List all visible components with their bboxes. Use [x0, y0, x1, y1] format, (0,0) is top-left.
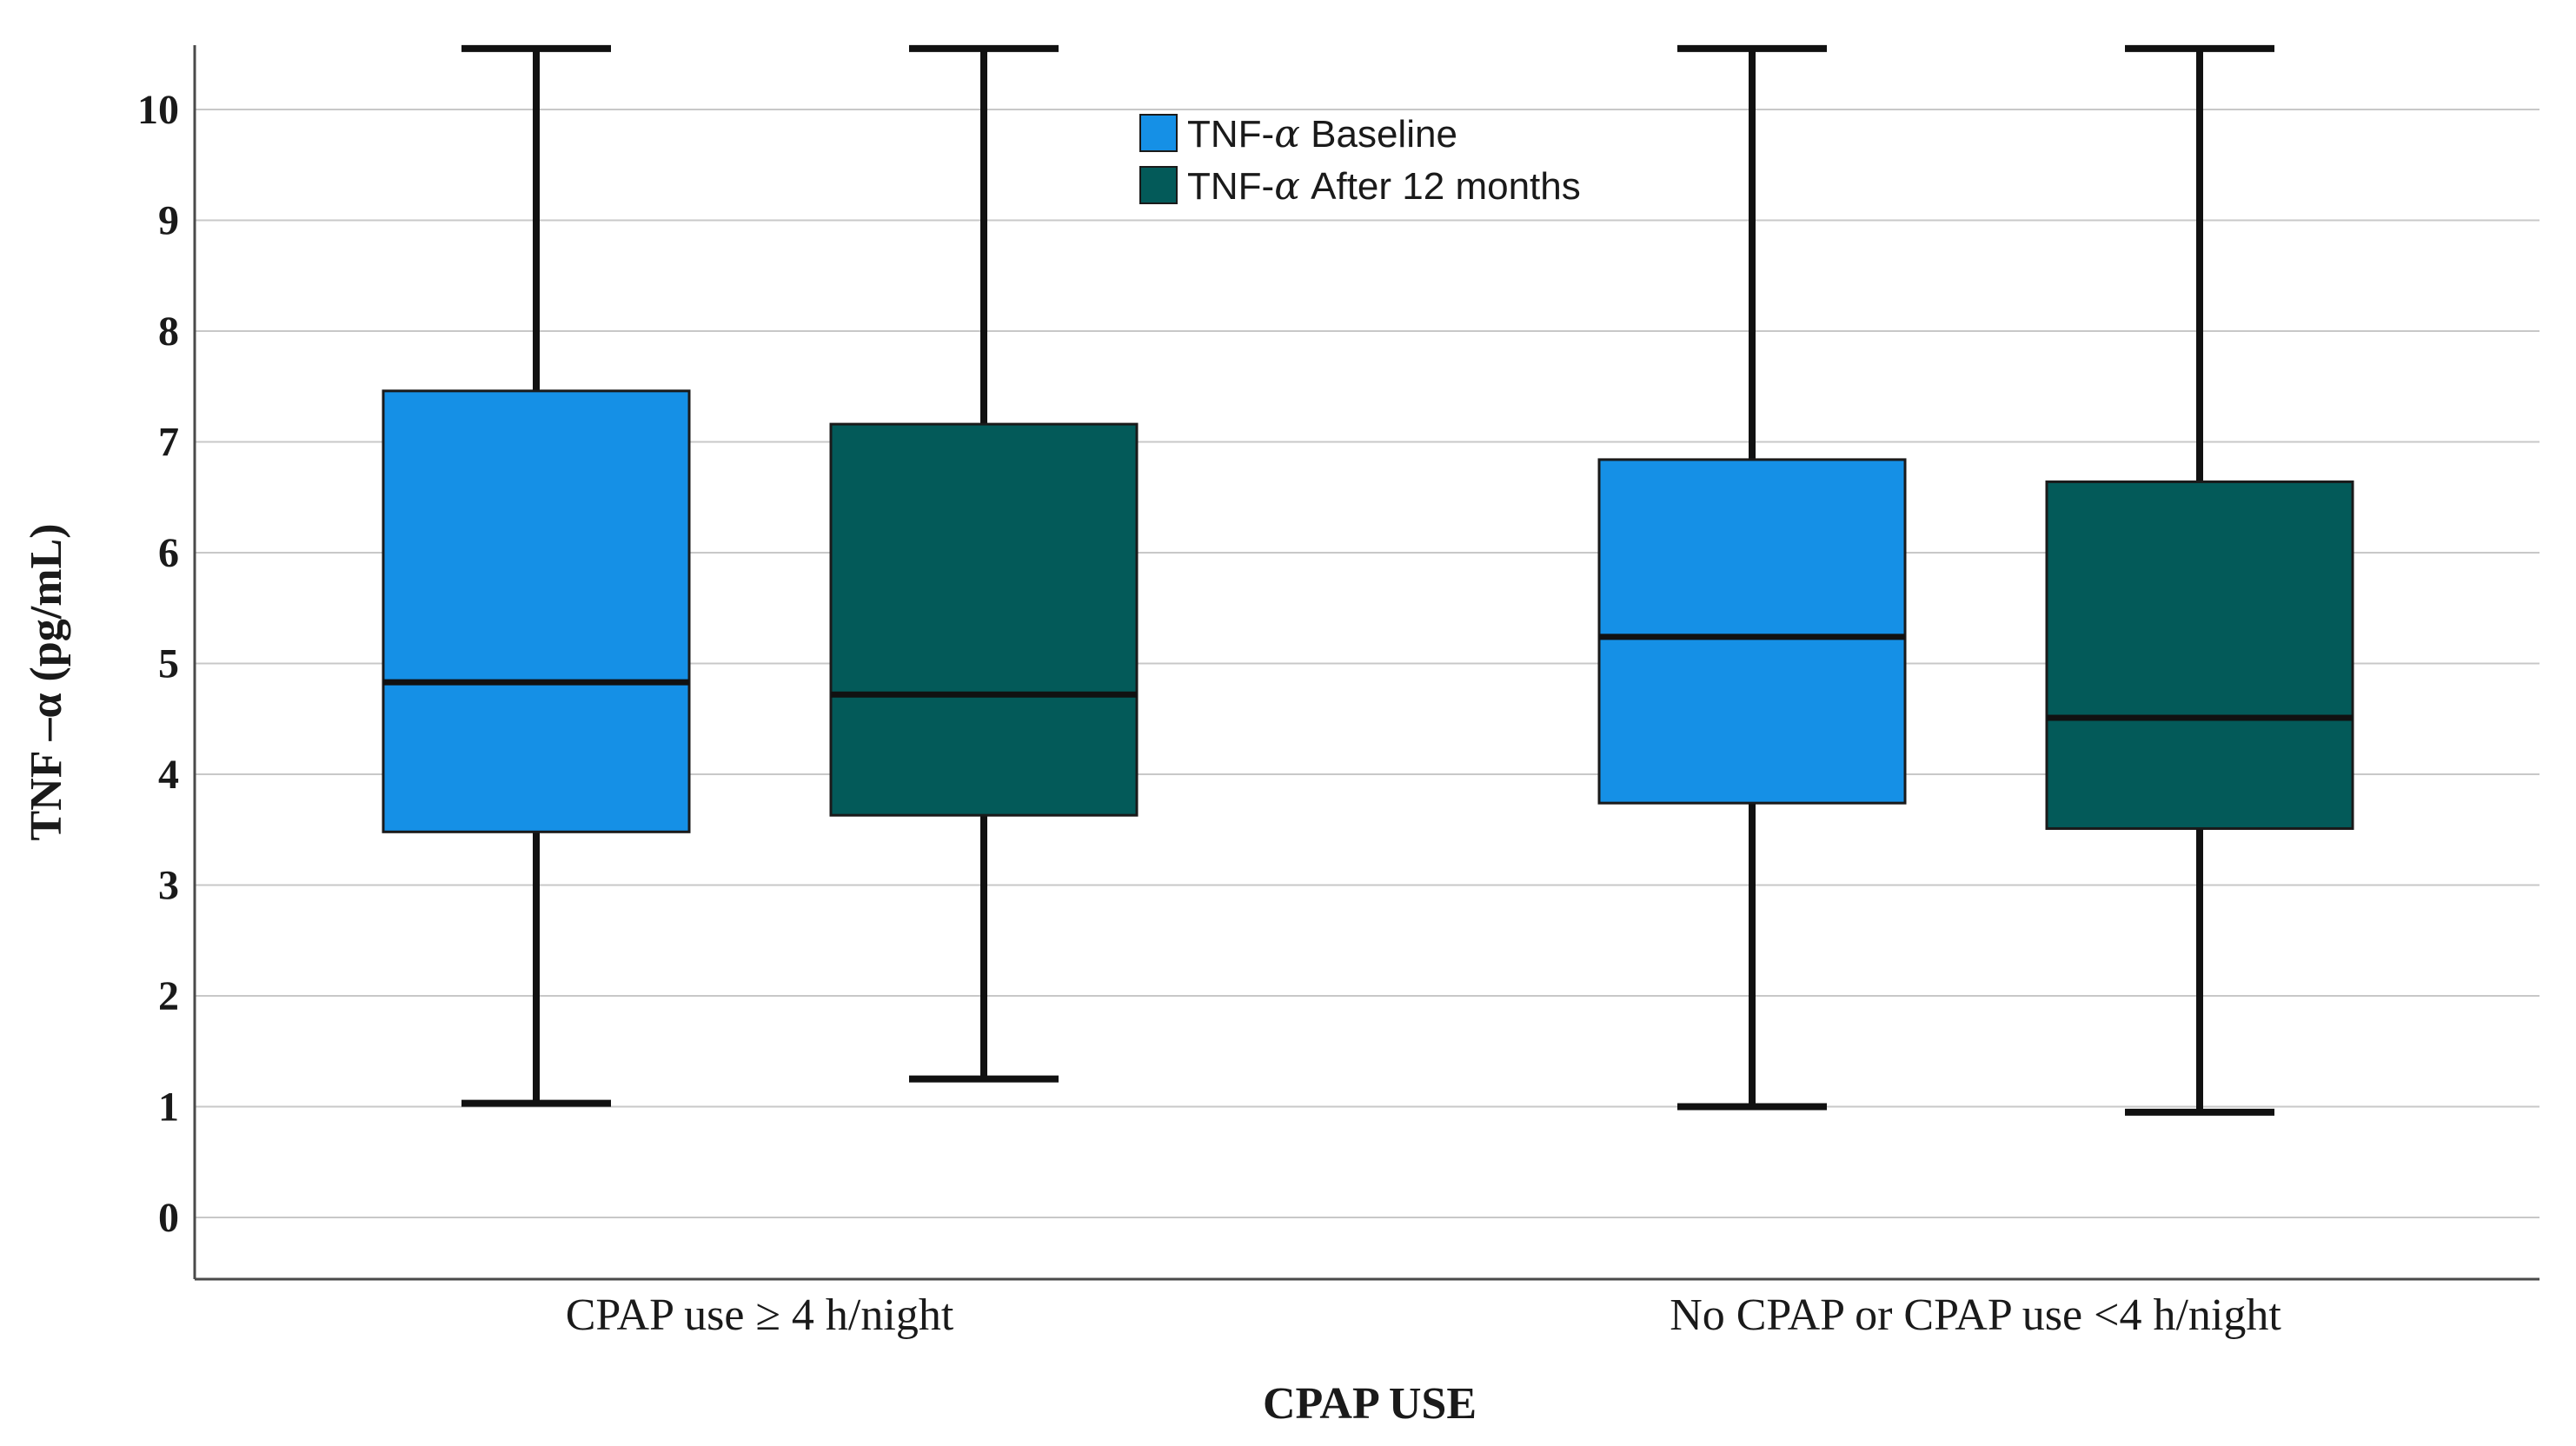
legend-label: TNF-α Baseline: [1187, 112, 1457, 156]
y-tick-label: 8: [158, 308, 179, 355]
iqr-box: [2045, 480, 2354, 830]
y-tick-label: 3: [158, 863, 179, 909]
x-category-label: No CPAP or CPAP use <4 h/night: [1670, 1290, 2281, 1340]
y-tick-label: 4: [158, 752, 179, 798]
box-baseline: [382, 44, 691, 1107]
box-baseline: [1597, 44, 1907, 1111]
x-axis-title: CPAP USE: [1263, 1379, 1477, 1429]
y-tick-label: 0: [158, 1195, 179, 1241]
iqr-box: [382, 389, 691, 833]
y-tick-label: 10: [137, 87, 179, 133]
legend-label: TNF-α After 12 months: [1187, 164, 1581, 209]
y-tick-label: 9: [158, 198, 179, 244]
legend: TNF-α Baseline TNF-α After 12 months: [1139, 112, 1581, 209]
x-category-label: CPAP use ≥ 4 h/night: [566, 1290, 954, 1340]
iqr-box: [1597, 458, 1907, 805]
boxes: [382, 44, 2354, 1116]
box-after-12-months: [829, 44, 1139, 1083]
legend-swatch: [1139, 166, 1178, 204]
y-tick-label: 1: [158, 1084, 179, 1131]
y-tick-label: 5: [158, 641, 179, 687]
iqr-box: [829, 422, 1139, 817]
legend-item: TNF-α After 12 months: [1139, 164, 1581, 209]
legend-item: TNF-α Baseline: [1139, 112, 1457, 156]
box-after-12-months: [2045, 44, 2354, 1116]
axes: 0 1 2 3 4 5 6 7 8 9 10 CPAP use ≥ 4 h/night No CPAP …: [137, 45, 2539, 1340]
y-tick-label: 6: [158, 530, 179, 576]
axis-labels: TNF –α (pg/mL) CPAP USE: [22, 523, 1477, 1429]
y-axis-title: TNF –α (pg/mL): [22, 523, 71, 840]
legend-swatch: [1139, 114, 1178, 152]
y-tick-label: 2: [158, 973, 179, 1019]
y-tick-label: 7: [158, 420, 179, 466]
